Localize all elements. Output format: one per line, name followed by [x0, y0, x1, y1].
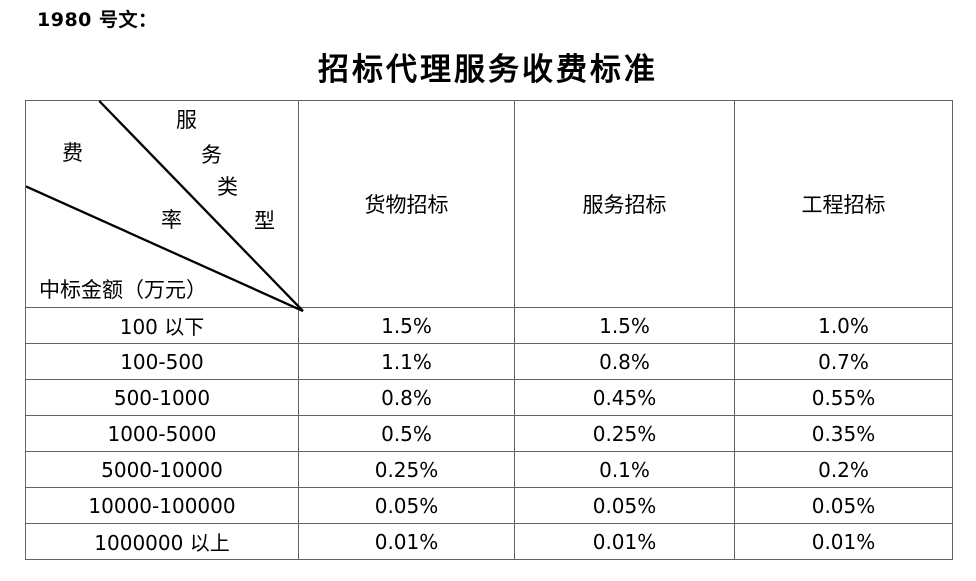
table-row: 1000-5000 0.5% 0.25% 0.35%: [25, 415, 953, 452]
rate-value-cell: 0.8%: [514, 343, 735, 380]
doc-ref-label: 1980 号文：: [37, 9, 158, 31]
amount-range-cell: 500-1000: [25, 379, 299, 416]
table-row: 10000-100000 0.05% 0.05% 0.05%: [25, 487, 953, 524]
table-row: 5000-10000 0.25% 0.1% 0.2%: [25, 451, 953, 488]
amount-range-cell: 1000000 以上: [25, 523, 299, 560]
rate-value-cell: 0.01%: [514, 523, 735, 560]
table-row: 100 以下 1.5% 1.5% 1.0%: [25, 307, 953, 344]
rate-value-cell: 1.1%: [298, 343, 515, 380]
corner-label-service-char-4: 型: [254, 209, 275, 233]
fee-table-body: 100 以下 1.5% 1.5% 1.0% 100-500 1.1% 0.8% 0.7% 500…: [25, 307, 953, 560]
rate-value-cell: 1.5%: [514, 307, 735, 344]
corner-label-service-char-3: 类: [217, 175, 238, 199]
rate-value-cell: 0.2%: [734, 451, 953, 488]
rate-value-cell: 0.05%: [734, 487, 953, 524]
rate-value-cell: 0.1%: [514, 451, 735, 488]
diagonal-divider-lines: [25, 100, 304, 313]
rate-value-cell: 0.25%: [514, 415, 735, 452]
column-header-engineering: 工程招标: [734, 100, 953, 308]
amount-range-cell: 1000-5000: [25, 415, 299, 452]
rate-value-cell: 1.5%: [298, 307, 515, 344]
column-header-goods: 货物招标: [298, 100, 515, 308]
corner-label-rate-char-1: 费: [62, 141, 83, 165]
corner-label-service-char-2: 务: [201, 143, 222, 167]
amount-range-cell: 100-500: [25, 343, 299, 380]
corner-label-rate-char-2: 率: [161, 208, 182, 232]
page-title: 招标代理服务收费标准: [318, 52, 658, 88]
rate-value-cell: 0.55%: [734, 379, 953, 416]
rate-value-cell: 0.05%: [514, 487, 735, 524]
rate-value-cell: 0.25%: [298, 451, 515, 488]
amount-range-cell: 5000-10000: [25, 451, 299, 488]
corner-header-cell: 服 务 类 型 费 率 中标金额（万元）: [25, 100, 304, 313]
rate-value-cell: 0.35%: [734, 415, 953, 452]
table-row: 1000000 以上 0.01% 0.01% 0.01%: [25, 523, 953, 560]
table-row: 100-500 1.1% 0.8% 0.7%: [25, 343, 953, 380]
fee-table: 服 务 类 型 费 率 中标金额（万元） 货物招标 服务招标 工程招标 100 …: [25, 100, 953, 560]
rate-value-cell: 0.01%: [298, 523, 515, 560]
table-header-row: 服 务 类 型 费 率 中标金额（万元） 货物招标 服务招标 工程招标: [25, 100, 953, 313]
rate-value-cell: 0.8%: [298, 379, 515, 416]
table-row: 500-1000 0.8% 0.45% 0.55%: [25, 379, 953, 416]
rate-value-cell: 0.7%: [734, 343, 953, 380]
corner-header-inner: 服 务 类 型 费 率 中标金额（万元）: [25, 100, 304, 313]
rate-value-cell: 0.45%: [514, 379, 735, 416]
column-header-services: 服务招标: [514, 100, 735, 308]
rate-value-cell: 0.01%: [734, 523, 953, 560]
corner-label-amount: 中标金额（万元）: [39, 278, 207, 302]
amount-range-cell: 10000-100000: [25, 487, 299, 524]
rate-value-cell: 1.0%: [734, 307, 953, 344]
rate-value-cell: 0.05%: [298, 487, 515, 524]
rate-value-cell: 0.5%: [298, 415, 515, 452]
corner-label-service-char-1: 服: [176, 108, 197, 132]
amount-range-cell: 100 以下: [25, 307, 299, 344]
